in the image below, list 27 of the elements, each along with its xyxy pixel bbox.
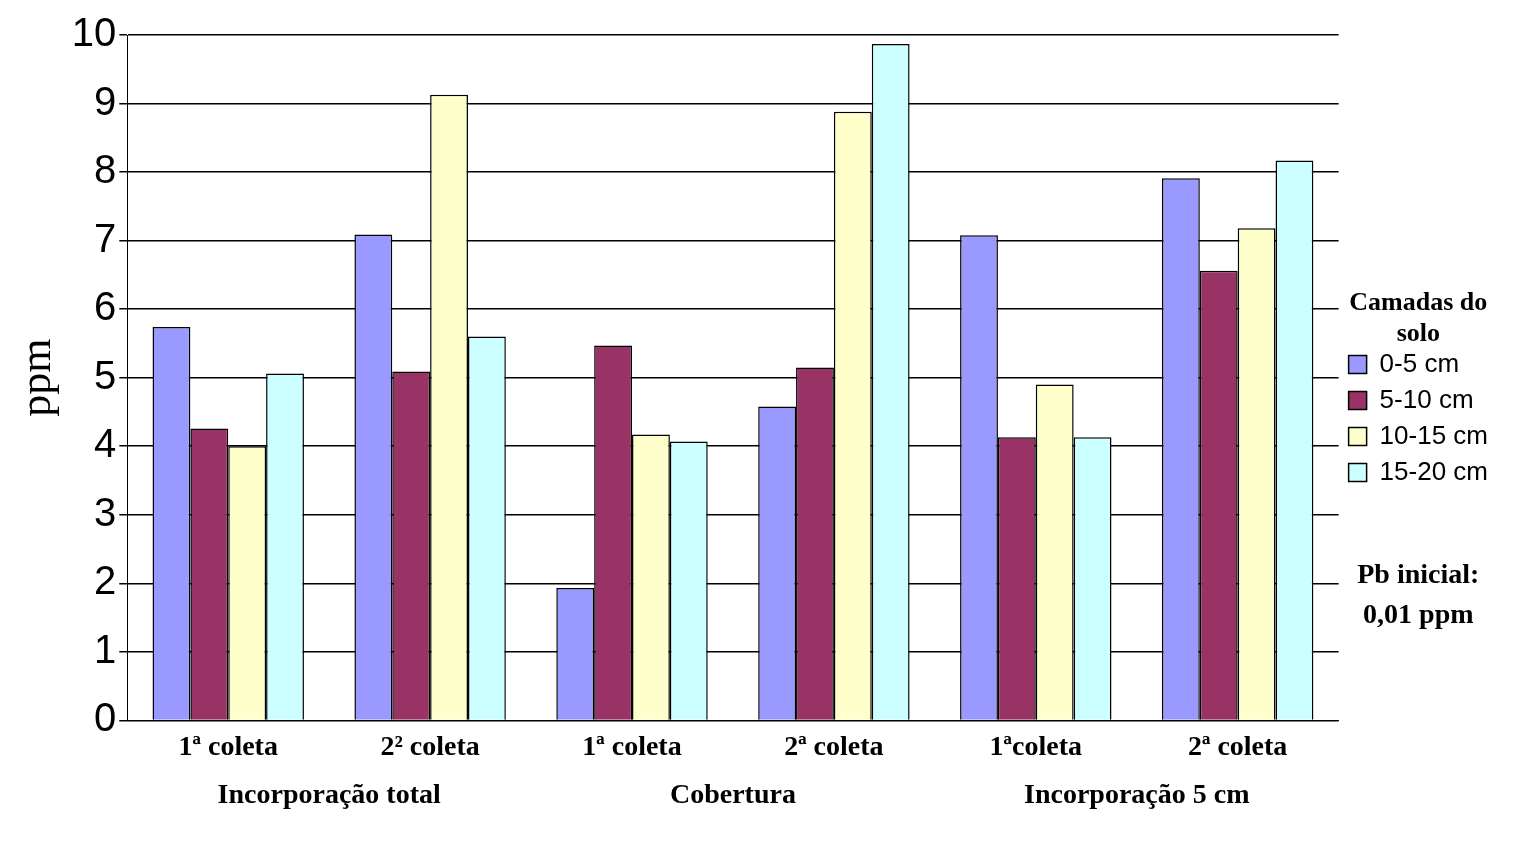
y-tick-label: 4	[94, 421, 117, 466]
y-tick-label: 5	[94, 352, 117, 397]
y-tick-label: 10	[71, 10, 117, 55]
x-tick-label: 2ª coleta	[1188, 730, 1288, 762]
text: Incorporação 5 cm	[1023, 777, 1250, 809]
y-tick-label: 2	[94, 558, 117, 603]
y-tick-label: 8	[94, 147, 117, 192]
y-tick-label: 3	[94, 489, 117, 534]
y-tick-label: 0	[94, 695, 117, 740]
text: Pb inicial: 0,01 ppm	[1357, 557, 1480, 629]
legend-label: 5-10 cm	[1379, 383, 1474, 414]
y-axis-title: ppm	[10, 338, 60, 417]
text: Incorporação total	[217, 777, 441, 809]
x-tick-label: 2² coleta	[380, 730, 480, 762]
x-tick-label: 1ªcoleta	[989, 730, 1082, 762]
y-tick-label: 9	[94, 78, 117, 123]
legend-title: Camadas do solo	[1349, 287, 1488, 348]
text: Cobertura	[669, 777, 796, 809]
x-tick-label: 1ª coleta	[582, 730, 682, 762]
y-tick-label: 6	[94, 284, 117, 329]
x-tick-label: 2ª coleta	[784, 730, 884, 762]
legend-label: 10-15 cm	[1379, 419, 1489, 450]
legend-label: 15-20 cm	[1379, 455, 1489, 486]
legend-label: 0-5 cm	[1379, 347, 1460, 378]
x-tick-label: 1ª coleta	[178, 730, 278, 762]
y-tick-label: 7	[94, 215, 117, 260]
y-tick-label: 1	[94, 626, 117, 671]
